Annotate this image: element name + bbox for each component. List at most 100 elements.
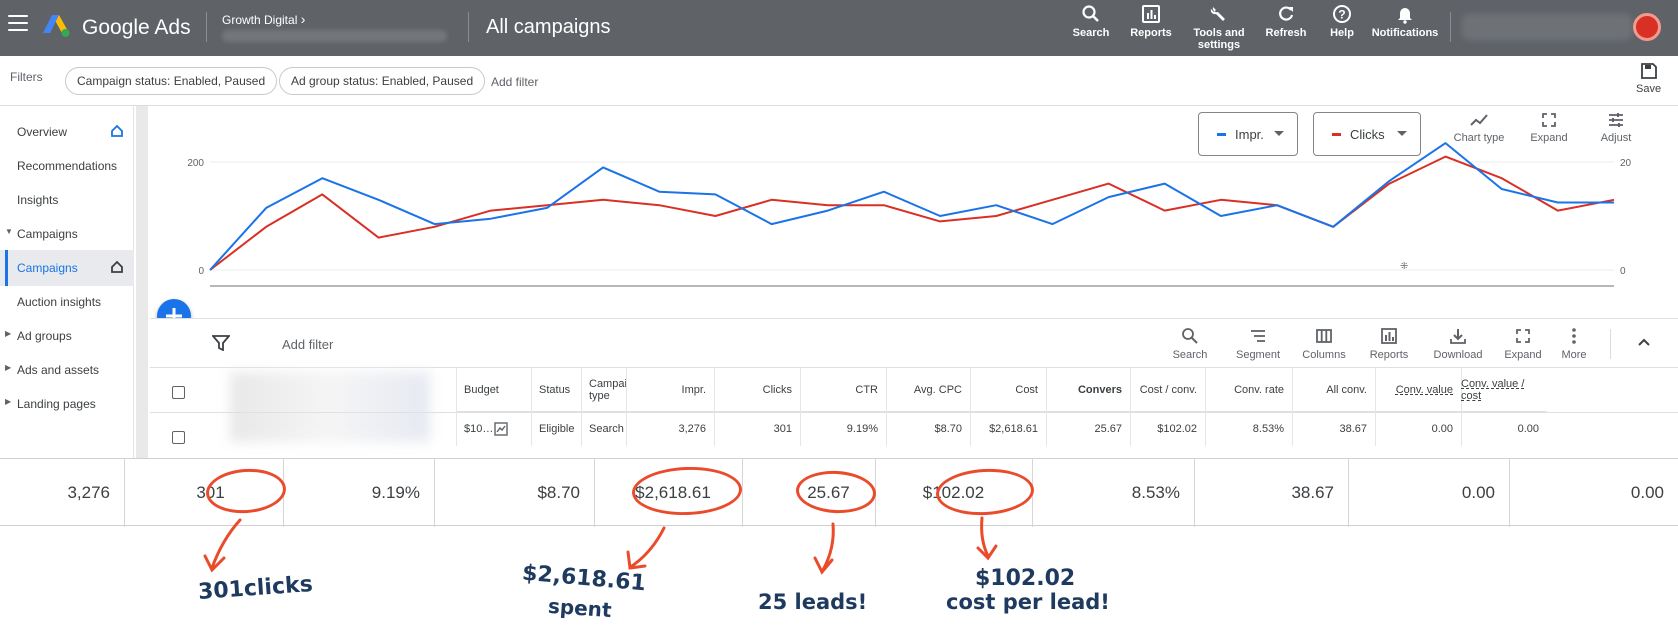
column-divider (714, 368, 715, 446)
search-icon (1082, 5, 1099, 22)
column-divider (1032, 459, 1033, 527)
segment-label: Segment (1235, 349, 1281, 361)
metric1-dropdown[interactable]: Impr. (1198, 112, 1298, 156)
header-campaign-type[interactable]: Campai type (581, 368, 627, 412)
more-button[interactable]: More (1556, 327, 1592, 361)
sidebar-scrollbar[interactable] (136, 106, 148, 458)
nav-label: Insights (17, 193, 59, 207)
more-label: More (1561, 349, 1587, 361)
campaign-status-chip[interactable]: Campaign status: Enabled, Paused (65, 67, 278, 95)
help-button[interactable]: ? Help (1328, 4, 1356, 39)
tools-settings-button[interactable]: Tools and settings (1190, 4, 1248, 51)
avatar[interactable] (1633, 13, 1661, 41)
chart-expand-button[interactable]: Expand (1528, 112, 1570, 144)
brand-name: Google Ads (82, 16, 191, 39)
total-all-conv: 38.67 (1291, 483, 1334, 502)
columns-button[interactable]: Columns (1298, 327, 1350, 361)
menu-icon[interactable] (8, 15, 28, 33)
select-all-checkbox[interactable] (172, 386, 185, 399)
column-divider (1509, 459, 1510, 527)
search-button[interactable]: Search (1070, 4, 1112, 39)
segment-icon (1251, 330, 1265, 342)
arrow-head (976, 544, 998, 561)
row-checkbox[interactable] (172, 431, 185, 444)
nav-campaigns[interactable]: Campaigns (0, 250, 134, 286)
header-conv-value-per-cost[interactable]: Conv. value / cost (1461, 368, 1547, 412)
nav-auction-insights[interactable]: Auction insights (0, 284, 134, 320)
add-filter-link[interactable]: Add filter (282, 337, 334, 352)
save-button[interactable]: Save (1636, 62, 1661, 95)
account-selector[interactable]: Growth Digital › (222, 11, 305, 27)
column-divider (1130, 368, 1131, 446)
filter-icon[interactable] (212, 335, 230, 351)
cell-cost: $2,618.61 (989, 423, 1038, 435)
reports-label: Reports (1369, 349, 1409, 361)
header-conv-value[interactable]: Conv. value (1375, 368, 1461, 412)
column-divider (626, 368, 627, 446)
reports-button[interactable]: Reports (1128, 4, 1174, 39)
nav-ads-assets[interactable]: ▶ Ads and assets (0, 352, 134, 388)
header-cost-per-conv[interactable]: Cost / conv. (1130, 368, 1205, 412)
metric2-dropdown[interactable]: Clicks (1313, 112, 1421, 156)
download-button[interactable]: Download (1428, 327, 1488, 361)
caret-right-icon: ▶ (5, 397, 12, 406)
metric2-label: Clicks (1350, 127, 1385, 142)
nav-label: Ad groups (17, 329, 72, 343)
column-divider (1205, 368, 1206, 446)
budget-chart-icon[interactable] (494, 422, 508, 436)
table-expand-button[interactable]: Expand (1502, 327, 1544, 361)
segment-button[interactable]: Segment (1232, 327, 1284, 361)
arrow-to-cost (630, 526, 666, 568)
table-reports-button[interactable]: Reports (1366, 327, 1412, 361)
chart-adjust-button[interactable]: Adjust (1596, 112, 1636, 144)
reports-icon (1142, 5, 1160, 23)
column-divider (283, 459, 284, 527)
caret-down-icon: ▼ (5, 227, 13, 236)
series-line-impr (209, 142, 1614, 271)
cell-conv-rate: 8.53% (1252, 423, 1284, 435)
total-conversions: 25.67 (807, 483, 850, 502)
chart-type-button[interactable]: Chart type (1448, 112, 1510, 144)
cell-impressions: 3,276 (678, 423, 706, 435)
home-icon (111, 260, 123, 273)
add-filter-link[interactable]: Add filter (491, 75, 539, 89)
save-label: Save (1636, 83, 1662, 95)
column-divider (1194, 459, 1195, 527)
google-ads-logo (43, 15, 70, 37)
header-clicks[interactable]: Clicks (714, 368, 800, 412)
chart-range-handle-icon[interactable]: ⁜ (1400, 261, 1408, 272)
header-ctr[interactable]: CTR (800, 368, 886, 412)
nav-landing-pages[interactable]: ▶ Landing pages (0, 386, 134, 422)
caret-right-icon: ▶ (5, 329, 12, 338)
y-right-tick-label: 20 (1620, 158, 1632, 169)
divider (1610, 329, 1611, 359)
cell-status: Eligible (539, 423, 575, 435)
annotation-cpl-amount: $102.02 (975, 566, 1076, 591)
header-status[interactable]: Status (531, 368, 581, 412)
header-all-conv[interactable]: All conv. (1292, 368, 1375, 412)
nav-campaigns-group[interactable]: ▼ Campaigns (0, 216, 134, 252)
header-cost[interactable]: Cost (970, 368, 1046, 412)
campaign-name-redacted (230, 372, 430, 442)
table-search-button[interactable]: Search (1168, 327, 1212, 361)
cell-clicks: 301 (773, 423, 792, 435)
ad-group-status-chip[interactable]: Ad group status: Enabled, Paused (279, 67, 486, 95)
user-info-redacted (1462, 14, 1632, 40)
nav-ad-groups[interactable]: ▶ Ad groups (0, 318, 134, 354)
nav-overview[interactable]: Overview (0, 114, 134, 150)
cell-ctr: 9.19% (846, 423, 878, 435)
notifications-button[interactable]: Notifications (1370, 4, 1440, 39)
header-conv-rate[interactable]: Conv. rate (1205, 368, 1292, 412)
reports-icon (1381, 328, 1397, 344)
header-conversions[interactable]: Convers (1046, 368, 1130, 412)
header-budget[interactable]: Budget (456, 368, 531, 412)
header-avg-cpc[interactable]: Avg. CPC (886, 368, 970, 412)
nav-insights[interactable]: Insights (0, 182, 134, 218)
header-impressions[interactable]: Impr. (626, 368, 714, 412)
collapse-chevron-up-icon[interactable] (1637, 337, 1651, 347)
account-name: Growth Digital (222, 13, 298, 27)
refresh-button[interactable]: Refresh (1264, 4, 1308, 39)
chart-type-label: Chart type (1453, 132, 1505, 144)
nav-recommendations[interactable]: Recommendations (0, 148, 134, 184)
